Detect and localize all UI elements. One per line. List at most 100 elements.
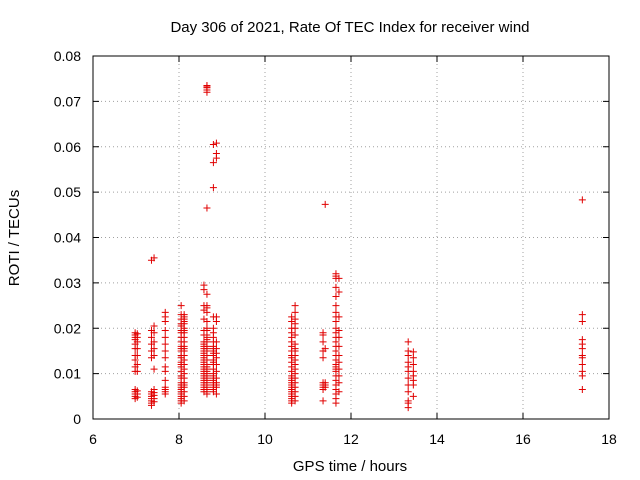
x-tick-label: 14 — [429, 431, 445, 447]
data-point — [578, 351, 586, 359]
data-point — [291, 302, 299, 310]
data-point — [212, 150, 220, 158]
data-point — [409, 354, 417, 362]
y-tick-labels: 0 0.01 0.02 0.03 0.04 0.05 0.06 0.07 0.08 — [54, 48, 81, 427]
y-tick-label: 0.03 — [54, 275, 81, 291]
data-point — [212, 345, 220, 353]
data-point — [161, 354, 169, 362]
y-tick-label: 0.01 — [54, 366, 81, 382]
data-point — [209, 184, 217, 192]
data-point — [203, 81, 211, 89]
data-point — [319, 338, 327, 346]
data-point — [335, 342, 343, 350]
data-point — [161, 376, 169, 384]
x-tick-label: 8 — [175, 431, 183, 447]
data-point — [319, 329, 327, 337]
data-point — [578, 361, 586, 369]
x-tick-labels: 6 8 10 12 14 16 18 — [89, 431, 617, 447]
data-point — [150, 338, 158, 346]
data-point — [150, 322, 158, 330]
data-point — [335, 379, 343, 387]
data-point — [404, 397, 412, 405]
chart-title: Day 306 of 2021, Rate Of TEC Index for r… — [170, 19, 529, 36]
data-point — [150, 329, 158, 337]
data-point — [404, 347, 412, 355]
data-point — [203, 302, 211, 310]
y-tick-label: 0.07 — [54, 93, 81, 109]
x-tick-label: 10 — [257, 431, 273, 447]
data-point — [409, 361, 417, 369]
data-point — [161, 340, 169, 348]
data-point — [332, 308, 340, 316]
x-tick-label: 6 — [89, 431, 97, 447]
data-point — [291, 315, 299, 323]
data-point — [578, 367, 586, 375]
data-point — [212, 361, 220, 369]
data-point — [161, 333, 169, 341]
data-point — [335, 351, 343, 359]
data-point — [161, 383, 169, 391]
data-point — [150, 351, 158, 359]
data-point — [291, 340, 299, 348]
data-point — [150, 365, 158, 373]
data-point — [133, 367, 141, 375]
data-point — [335, 313, 343, 321]
data-point — [161, 308, 169, 316]
data-point — [332, 270, 340, 278]
data-point — [161, 347, 169, 355]
y-axis-label: ROTI / TECUs — [6, 190, 23, 286]
data-point — [212, 390, 220, 398]
data-point — [177, 302, 185, 310]
data-point — [578, 317, 586, 325]
data-point — [319, 397, 327, 405]
data-point — [203, 317, 211, 325]
data-point — [133, 387, 141, 395]
y-tick-label: 0.08 — [54, 48, 81, 64]
data-point — [335, 333, 343, 341]
data-point — [335, 388, 343, 396]
data-point — [335, 274, 343, 282]
x-tick-label: 12 — [343, 431, 359, 447]
data-point — [578, 196, 586, 204]
data-point — [335, 327, 343, 335]
y-tick-label: 0.02 — [54, 320, 81, 336]
data-point — [209, 140, 217, 148]
data-point — [133, 361, 141, 369]
data-point — [203, 290, 211, 298]
data-point — [147, 333, 155, 341]
data-point — [133, 330, 141, 338]
data-points — [131, 81, 586, 412]
data-point — [133, 351, 141, 359]
data-point — [404, 358, 412, 366]
data-point — [332, 302, 340, 310]
data-point — [161, 363, 169, 371]
data-point — [578, 311, 586, 319]
data-point — [212, 338, 220, 346]
data-point — [335, 372, 343, 380]
data-point — [319, 354, 327, 362]
data-point — [209, 159, 217, 167]
data-point — [578, 386, 586, 394]
x-tick-label: 18 — [601, 431, 617, 447]
data-point — [404, 338, 412, 346]
data-point — [409, 392, 417, 400]
data-point — [133, 345, 141, 353]
y-tick-label: 0 — [73, 411, 81, 427]
x-tick-label: 16 — [515, 431, 531, 447]
data-point — [150, 345, 158, 353]
data-point — [203, 324, 211, 332]
y-tick-label: 0.04 — [54, 230, 81, 246]
data-point — [209, 324, 217, 332]
data-point — [203, 204, 211, 212]
data-point — [291, 308, 299, 316]
y-tick-label: 0.05 — [54, 184, 81, 200]
data-point — [404, 388, 412, 396]
data-point — [212, 139, 220, 147]
data-point — [291, 331, 299, 339]
axis-ticks — [92, 55, 610, 420]
data-point — [578, 336, 586, 344]
data-point — [150, 254, 158, 262]
data-point — [212, 367, 220, 375]
data-point — [150, 386, 158, 394]
